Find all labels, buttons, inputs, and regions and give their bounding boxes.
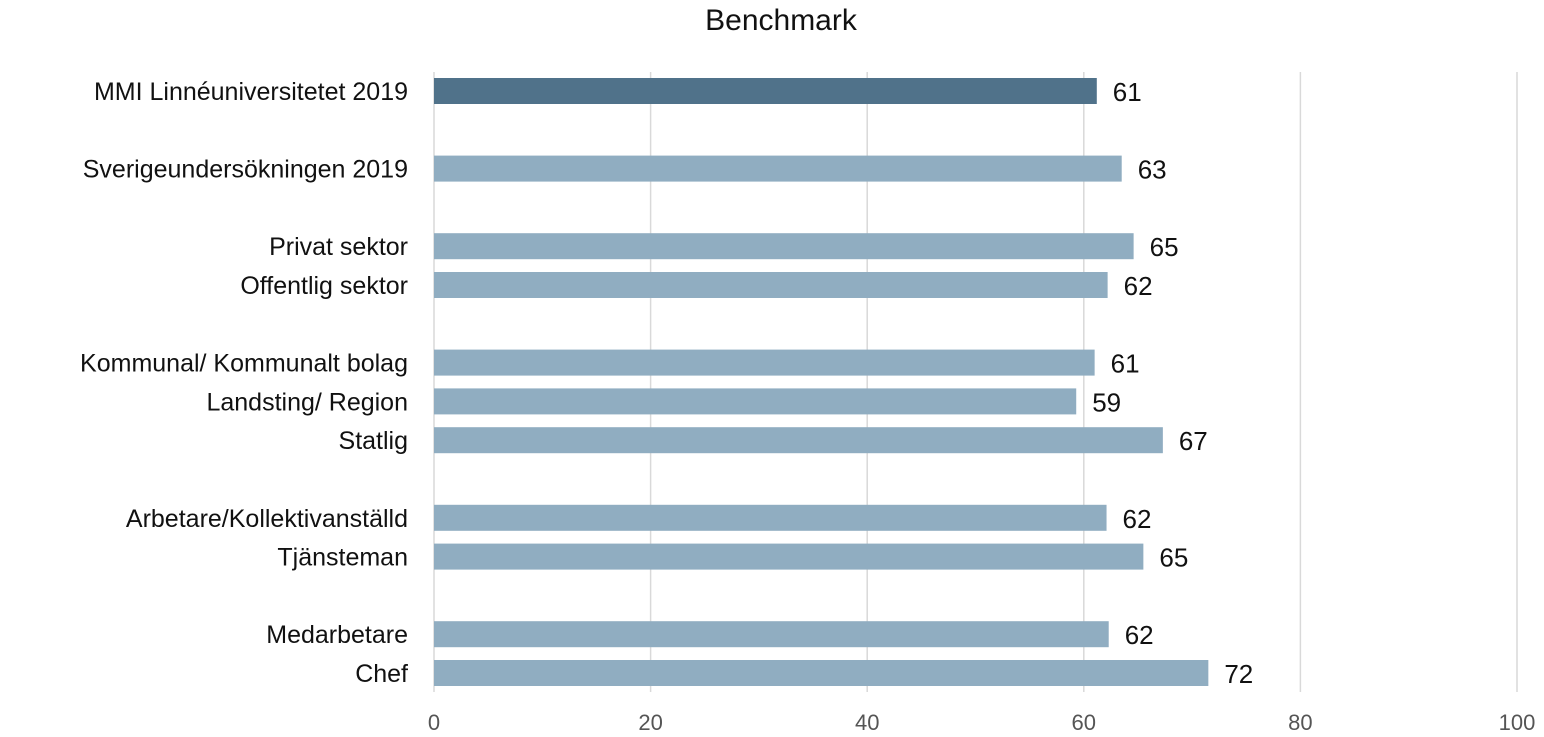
data-label: 62 bbox=[1125, 620, 1154, 650]
x-tick-label: 0 bbox=[428, 710, 440, 735]
category-label: Kommunal/ Kommunalt bolag bbox=[80, 350, 408, 378]
bar bbox=[434, 272, 1108, 298]
category-label: Medarbetare bbox=[266, 621, 408, 649]
data-label: 72 bbox=[1224, 659, 1253, 689]
data-label: 61 bbox=[1111, 349, 1140, 379]
x-tick-label: 80 bbox=[1288, 710, 1312, 735]
tick-layer: 0 20 40 60 80 100 bbox=[428, 710, 1535, 735]
category-label: Offentlig sektor bbox=[240, 272, 408, 300]
category-label: Landsting/ Region bbox=[206, 388, 408, 416]
category-label: Privat sektor bbox=[269, 233, 408, 261]
chart-title: Benchmark bbox=[705, 4, 857, 37]
bar bbox=[434, 78, 1097, 104]
bar bbox=[434, 155, 1122, 182]
category-label: MMI Linnéuniversitetet 2019 bbox=[94, 78, 408, 106]
category-label: Statlig bbox=[339, 427, 408, 455]
data-label: 63 bbox=[1138, 155, 1167, 185]
bar bbox=[434, 660, 1209, 686]
data-label: 61 bbox=[1113, 77, 1142, 107]
bar-layer bbox=[434, 78, 1209, 686]
category-label: Tjänsteman bbox=[277, 544, 408, 572]
bar bbox=[434, 388, 1077, 415]
category-label: Arbetare/Kollektivanställd bbox=[126, 505, 408, 533]
bar bbox=[434, 349, 1095, 376]
bar bbox=[434, 427, 1163, 454]
bar bbox=[434, 233, 1134, 260]
bar bbox=[434, 543, 1144, 570]
x-tick-label: 20 bbox=[638, 710, 662, 735]
category-label: Chef bbox=[355, 660, 408, 688]
data-label: 59 bbox=[1092, 387, 1121, 417]
data-label: 65 bbox=[1159, 543, 1188, 573]
data-label: 65 bbox=[1150, 232, 1179, 262]
category-label: Sverigeundersökningen 2019 bbox=[83, 156, 408, 184]
bar bbox=[434, 621, 1109, 648]
x-tick-label: 100 bbox=[1499, 710, 1536, 735]
data-label: 67 bbox=[1179, 426, 1208, 456]
x-tick-label: 60 bbox=[1072, 710, 1096, 735]
data-label: 62 bbox=[1123, 504, 1152, 534]
data-label: 62 bbox=[1124, 271, 1153, 301]
x-tick-label: 40 bbox=[855, 710, 879, 735]
label-layer: MMI Linnéuniversitetet 2019 61 Sverigeunde… bbox=[80, 77, 1253, 689]
bar bbox=[434, 504, 1107, 531]
